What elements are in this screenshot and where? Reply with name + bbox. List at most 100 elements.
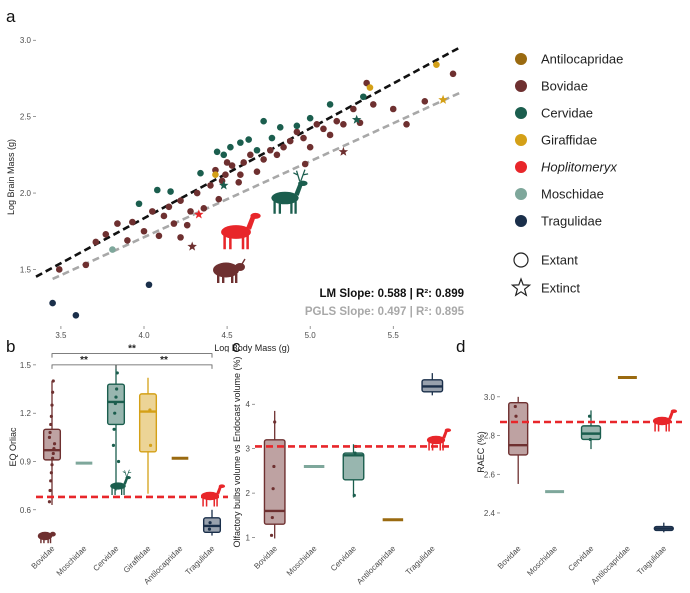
cervid-silhouette-leg (294, 201, 297, 214)
data-point-bovidae (270, 515, 274, 520)
panel-a-letter: a (6, 7, 16, 26)
point-bovidae (177, 197, 184, 204)
data-point-giraffidae (148, 408, 152, 412)
data-point-bovidae (51, 456, 55, 460)
hoplitomeryx-mini-b-leg (213, 498, 216, 507)
point-bovidae (300, 134, 307, 142)
y-tick-label: 1.5 (20, 361, 32, 370)
data-point-cervidae (114, 395, 118, 399)
point-cervidae (153, 186, 161, 194)
point-bovidae (293, 128, 301, 136)
hoplitomeryx-mini-c-neck (442, 430, 448, 439)
data-point-bovidae (272, 464, 276, 469)
point-bovidae (403, 120, 410, 128)
data-point-bovidae (49, 422, 53, 427)
plot-area (500, 362, 682, 542)
panel-d-letter: d (456, 337, 465, 356)
bovid-mini-b (37, 531, 56, 544)
legend-swatch-tragulidae (515, 215, 527, 227)
x-tick-label: 5.5 (388, 331, 400, 340)
point-bovidae (389, 105, 397, 113)
data-point-cervidae (116, 459, 121, 464)
point-cervidae (360, 93, 367, 101)
point-bovidae (235, 179, 243, 186)
x-tick-label: 4.0 (138, 331, 150, 340)
y-tick-label: 2.0 (20, 189, 32, 198)
box-body (508, 401, 529, 456)
point-bovidae (102, 231, 110, 238)
x-category-label-cervidae: Cervidae (91, 544, 120, 573)
significance-bracket: ** (51, 344, 213, 358)
legend-extinct-icon (510, 277, 532, 297)
point-bovidae (326, 131, 334, 139)
point-bovidae (280, 143, 287, 151)
y-axis-label: Olfactory bulbs volume vs Endocast volum… (232, 356, 242, 547)
point-bovidae (193, 189, 201, 197)
hoplitomeryx-mini-c-head (444, 428, 452, 433)
point-bovidae (237, 171, 244, 179)
panel-c-letter: c (232, 337, 241, 356)
pgls-slope-label: PGLS Slope: 0.497 | R²: 0.895 (305, 306, 465, 318)
point-bovidae (55, 266, 63, 273)
point-bovidae (273, 151, 281, 159)
x-category-label-bovidae: Bovidae (252, 544, 279, 571)
cervid-silhouette-leg (278, 201, 282, 214)
box-tragulidae (653, 522, 674, 533)
panel-a-plot-area (36, 28, 468, 326)
bracket-line (51, 353, 213, 358)
data-point-cervidae (587, 414, 592, 418)
point-bovidae (92, 238, 100, 246)
data-point-bovidae (48, 430, 52, 435)
data-point-bovidae (271, 487, 275, 491)
data-point-bovidae (51, 379, 55, 383)
hoplitomeryx-mini-d-leg (657, 423, 660, 432)
hoplitomeryx-mini-d (652, 409, 678, 432)
hoplitomeryx-silhouette-head (250, 212, 261, 219)
point-bovidae (124, 237, 131, 244)
point-cervidae (227, 143, 234, 151)
y-tick-label: 2.4 (484, 509, 496, 518)
panel-d-boxplot: d 2.4 2.6 2.8 3.0 RAEC (%) Bovidae Moschidae Ce… (456, 337, 682, 586)
y-tick-label: 1.5 (20, 265, 32, 274)
box-body (263, 439, 286, 525)
bovid-head (235, 263, 245, 271)
point-bovidae (301, 160, 309, 168)
y-axis-label: EQ Orliac (8, 427, 18, 467)
point-giraffidae (433, 61, 440, 68)
point-bovidae (260, 156, 267, 163)
cervid-mini-b-body (110, 482, 126, 490)
point-cervidae (135, 200, 143, 208)
data-point-cervidae (115, 371, 119, 375)
bovid-leg (222, 274, 225, 283)
significance-label: ** (160, 355, 168, 366)
point-bovidae (320, 125, 327, 133)
hoplitomeryx-mini-b-head (218, 484, 226, 489)
significance-bracket: ** (115, 355, 213, 369)
y-tick-label: 0.6 (20, 506, 32, 515)
point-bovidae (114, 220, 121, 227)
point-cervidae (237, 139, 244, 146)
box-giraffidae (138, 377, 158, 494)
panel-b-letter: b (6, 337, 15, 356)
x-category-label-tragulidae: Tragulidae (635, 544, 668, 577)
x-category-label-moschidae: Moschidae (55, 544, 89, 578)
hoplitomeryx-mini-d-neck (668, 411, 674, 420)
point-moschidae (109, 246, 116, 253)
legend-label-bovidae: Bovidae (541, 79, 588, 94)
legend-label-hoplitomeryx: Hoplitomeryx (541, 160, 617, 175)
bovid-horn (241, 258, 246, 265)
box-cervidae (342, 444, 365, 498)
legend-extant-icon (513, 252, 529, 268)
y-tick-label: 1.2 (20, 409, 32, 418)
x-category-label-cervidae: Cervidae (329, 544, 358, 573)
y-tick-label: 3.0 (20, 36, 32, 45)
data-point-bovidae (269, 533, 274, 537)
cervid-mini-b-leg (114, 487, 116, 495)
hoplitomeryx-mini-c (426, 428, 452, 451)
point-bovidae (223, 159, 231, 166)
bovid-body (213, 262, 239, 278)
data-point-giraffidae (148, 443, 153, 447)
point-bovidae (222, 171, 229, 179)
